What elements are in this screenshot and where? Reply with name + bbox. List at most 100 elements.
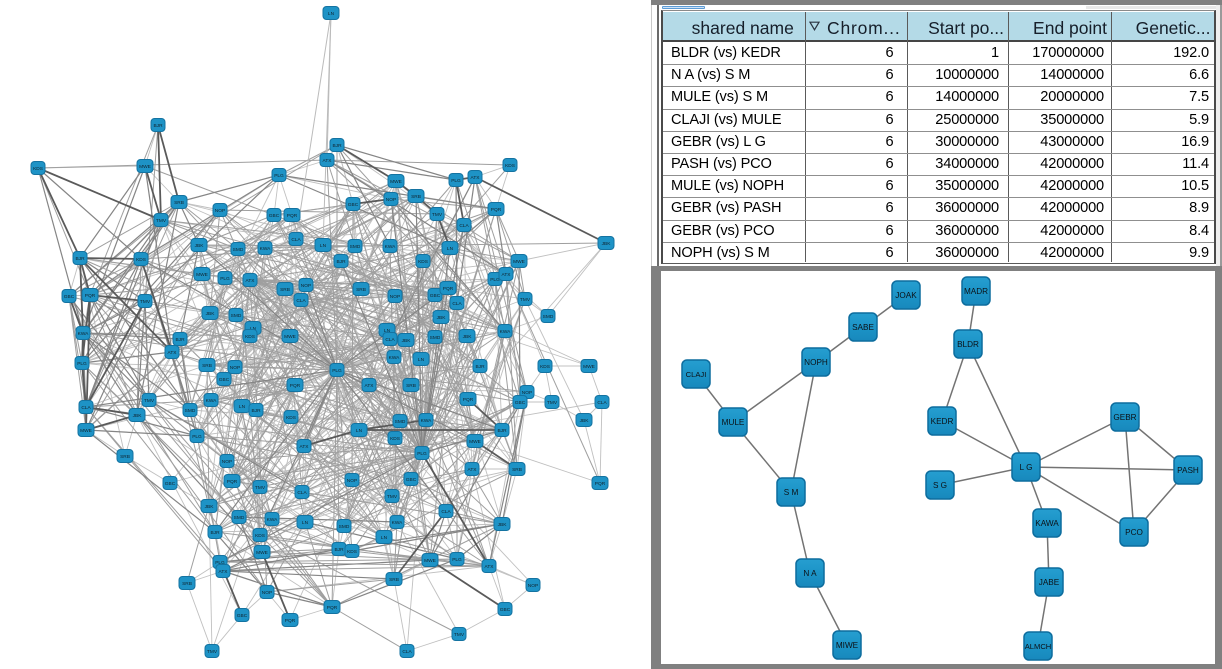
- svg-text:SMD: SMD: [350, 244, 361, 250]
- svg-text:CLA: CLA: [296, 298, 306, 304]
- svg-text:ATX: ATX: [502, 272, 512, 278]
- svg-text:CLA: CLA: [441, 509, 451, 515]
- svg-text:PQR: PQR: [491, 207, 502, 213]
- svg-text:BJR: BJR: [210, 530, 220, 536]
- svg-text:PQR: PQR: [287, 213, 298, 219]
- svg-text:JBK: JBK: [402, 338, 412, 344]
- svg-text:N A: N A: [803, 569, 817, 578]
- svg-text:ATX: ATX: [471, 175, 481, 181]
- svg-text:LN: LN: [320, 243, 327, 249]
- svg-text:PLG: PLG: [77, 361, 87, 367]
- svg-text:S G: S G: [933, 481, 947, 490]
- svg-text:LN: LN: [384, 328, 391, 334]
- svg-text:ATX: ATX: [246, 278, 256, 284]
- svg-text:BJR: BJR: [475, 364, 485, 370]
- svg-text:NOP: NOP: [390, 294, 400, 300]
- svg-text:PLG: PLG: [452, 557, 462, 563]
- svg-text:NOP: NOP: [347, 478, 357, 484]
- svg-text:KEDR: KEDR: [931, 417, 954, 426]
- svg-text:LN: LN: [356, 428, 363, 434]
- svg-text:GBC: GBC: [430, 293, 441, 299]
- svg-text:LN: LN: [250, 326, 257, 332]
- svg-text:PLG: PLG: [274, 173, 284, 179]
- svg-text:NOP: NOP: [301, 283, 311, 289]
- svg-text:ALMCH: ALMCH: [1025, 642, 1052, 651]
- svg-text:LN: LN: [302, 520, 309, 526]
- svg-text:PLG: PLG: [220, 276, 230, 282]
- svg-text:LN: LN: [418, 357, 425, 363]
- svg-text:JBK: JBK: [206, 311, 216, 317]
- svg-text:GBC: GBC: [515, 400, 526, 406]
- svg-text:PQR: PQR: [463, 397, 474, 403]
- svg-text:TMV: TMV: [547, 400, 558, 406]
- svg-text:PQR: PQR: [443, 286, 454, 292]
- svg-text:SRB: SRB: [174, 200, 184, 206]
- svg-text:JBK: JBK: [602, 241, 612, 247]
- svg-text:ATX: ATX: [219, 569, 229, 575]
- svg-text:GBC: GBC: [165, 481, 176, 487]
- svg-text:KDS: KDS: [245, 334, 255, 340]
- svg-text:KWA: KWA: [500, 329, 512, 335]
- svg-text:NOP: NOP: [522, 390, 532, 396]
- svg-text:PLG: PLG: [417, 451, 427, 457]
- svg-text:SMD: SMD: [234, 515, 245, 521]
- svg-text:BJR: BJR: [251, 408, 261, 414]
- svg-text:KWA: KWA: [392, 520, 404, 526]
- svg-text:NOP: NOP: [222, 459, 232, 465]
- svg-text:SMD: SMD: [233, 247, 244, 253]
- svg-text:SRB: SRB: [389, 577, 399, 583]
- svg-text:TMV: TMV: [520, 297, 531, 303]
- svg-text:MWE: MWE: [196, 272, 208, 278]
- svg-text:LN: LN: [239, 404, 246, 410]
- svg-text:BJR: BJR: [336, 259, 346, 265]
- svg-text:KDS: KDS: [136, 257, 146, 263]
- svg-text:MADR: MADR: [964, 287, 988, 296]
- svg-text:TMV: TMV: [140, 299, 151, 305]
- svg-text:GBC: GBC: [348, 202, 359, 208]
- svg-text:GBC: GBC: [406, 477, 417, 483]
- svg-text:ATX: ATX: [365, 383, 375, 389]
- svg-text:PQR: PQR: [327, 605, 338, 611]
- svg-text:KDS: KDS: [505, 163, 515, 169]
- svg-text:KDS: KDS: [347, 549, 357, 555]
- svg-text:TMV: TMV: [387, 494, 398, 500]
- svg-text:SRB: SRB: [512, 467, 522, 473]
- svg-text:KWA: KWA: [78, 331, 90, 337]
- svg-text:NOP: NOP: [528, 583, 538, 589]
- svg-text:KDS: KDS: [418, 259, 428, 265]
- svg-text:GBC: GBC: [237, 613, 248, 619]
- svg-text:LN: LN: [381, 535, 388, 541]
- svg-text:MWE: MWE: [390, 179, 402, 185]
- svg-text:MWE: MWE: [583, 364, 595, 370]
- svg-text:TMV: TMV: [255, 485, 266, 491]
- svg-text:KWA: KWA: [206, 398, 218, 404]
- svg-text:KWA: KWA: [421, 418, 433, 424]
- svg-text:CLA: CLA: [402, 649, 412, 655]
- svg-text:GEBR: GEBR: [1113, 413, 1136, 422]
- svg-text:CLA: CLA: [81, 405, 91, 411]
- svg-text:PASH: PASH: [1177, 466, 1199, 475]
- svg-text:BJR: BJR: [334, 547, 344, 553]
- svg-text:CLA: CLA: [291, 237, 301, 243]
- svg-text:SMD: SMD: [430, 335, 441, 341]
- svg-text:JBK: JBK: [205, 504, 215, 510]
- svg-text:PQR: PQR: [85, 293, 96, 299]
- svg-text:SMD: SMD: [395, 419, 406, 425]
- svg-text:GBC: GBC: [500, 607, 511, 613]
- svg-text:PQR: PQR: [227, 479, 238, 485]
- svg-text:LN: LN: [447, 246, 454, 252]
- svg-text:SRB: SRB: [411, 194, 421, 200]
- svg-text:JBK: JBK: [133, 413, 143, 419]
- svg-text:JABE: JABE: [1039, 578, 1060, 587]
- svg-text:MIWE: MIWE: [836, 641, 859, 650]
- svg-text:MWE: MWE: [139, 164, 151, 170]
- svg-text:NOP: NOP: [386, 197, 396, 203]
- svg-text:BJR: BJR: [75, 256, 85, 262]
- svg-text:PQR: PQR: [595, 481, 606, 487]
- svg-text:PLG: PLG: [332, 368, 342, 374]
- svg-text:CLA: CLA: [597, 400, 607, 406]
- svg-text:CLAJI: CLAJI: [686, 370, 707, 379]
- svg-text:KDS: KDS: [255, 533, 265, 539]
- svg-text:KDS: KDS: [286, 415, 296, 421]
- svg-text:PLG: PLG: [215, 560, 225, 566]
